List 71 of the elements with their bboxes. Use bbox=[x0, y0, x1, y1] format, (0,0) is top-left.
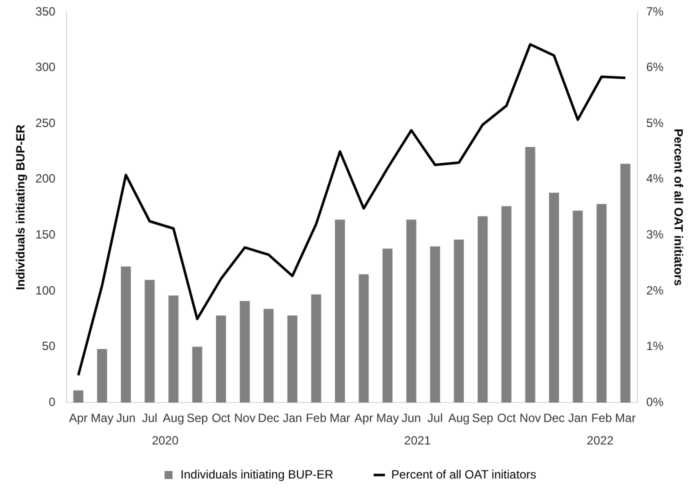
y-tick-label: 50 bbox=[42, 339, 56, 354]
bar bbox=[144, 280, 155, 403]
y-tick-label: 200 bbox=[35, 172, 56, 186]
y2-tick-label: 7% bbox=[646, 4, 664, 18]
y-axis-title: Individuals initiating BUP-ER bbox=[14, 124, 28, 290]
x-tick-label: Nov bbox=[520, 411, 541, 426]
x-tick-label: Feb bbox=[306, 411, 327, 426]
bar bbox=[120, 266, 131, 403]
y-tick-label: 250 bbox=[35, 116, 56, 130]
bar bbox=[454, 240, 464, 403]
bar bbox=[168, 295, 178, 403]
bar bbox=[596, 204, 607, 403]
bar bbox=[406, 220, 416, 403]
y2-tick-label: 6% bbox=[646, 60, 664, 74]
x-tick-label: Nov bbox=[234, 411, 256, 426]
bar bbox=[334, 220, 345, 403]
x-tick-label: Mar bbox=[615, 411, 636, 426]
y2-tick-label: 3% bbox=[646, 228, 664, 242]
x-tick-label: Dec bbox=[543, 411, 565, 426]
bar bbox=[549, 192, 560, 403]
bar bbox=[478, 216, 488, 403]
y2-tick-label: 2% bbox=[646, 283, 664, 298]
x-tick-label: Aug bbox=[448, 411, 470, 426]
bar bbox=[525, 147, 536, 403]
y2-tick-label: 4% bbox=[646, 172, 664, 186]
y-tick-label: 350 bbox=[35, 4, 56, 18]
bar bbox=[358, 274, 369, 403]
bar bbox=[192, 346, 202, 403]
bar bbox=[430, 246, 440, 403]
bar bbox=[311, 294, 322, 403]
text: 2020 bbox=[152, 433, 179, 448]
x-tick-label: May bbox=[90, 411, 114, 426]
x-tick-label: Apr bbox=[68, 411, 88, 426]
y-tick-label: 100 bbox=[35, 283, 56, 298]
bar bbox=[97, 349, 108, 403]
x-tick-label: Jan bbox=[568, 411, 588, 426]
bar bbox=[216, 316, 226, 403]
x-tick-label: Jun bbox=[116, 411, 136, 426]
legend-label: Individuals initiating BUP-ER bbox=[180, 467, 334, 482]
y-tick-label: 300 bbox=[35, 60, 56, 74]
bar bbox=[240, 301, 250, 403]
y-tick-label: 0 bbox=[48, 394, 56, 409]
y2-tick-label: 1% bbox=[646, 339, 664, 354]
x-tick-label: Feb bbox=[591, 411, 612, 426]
legend-label: Percent of all OAT initiators bbox=[391, 467, 536, 482]
text: 2022 bbox=[586, 433, 614, 448]
x-tick-label: Sep bbox=[472, 411, 494, 426]
x-tick-label: Oct bbox=[212, 411, 232, 426]
x-tick-label: Dec bbox=[258, 411, 280, 426]
y2-tick-label: 0% bbox=[646, 394, 664, 409]
text: 2021 bbox=[404, 433, 432, 448]
x-tick-label: Jun bbox=[402, 411, 421, 426]
x-tick-label: Apr bbox=[354, 411, 374, 426]
bar bbox=[287, 316, 298, 403]
y2-tick-label: 5% bbox=[646, 116, 664, 130]
x-tick-label: Jul bbox=[142, 411, 158, 426]
bar bbox=[620, 164, 630, 403]
bar bbox=[264, 308, 274, 403]
bar bbox=[572, 210, 583, 403]
x-tick-label: Sep bbox=[186, 411, 208, 426]
x-tick-label: Jul bbox=[427, 411, 443, 426]
bar bbox=[501, 206, 512, 403]
bar bbox=[382, 248, 393, 403]
y2-axis-title: Percent of all OAT initiators bbox=[671, 128, 686, 286]
y-tick-label: 150 bbox=[35, 228, 56, 242]
bar bbox=[73, 390, 84, 403]
x-tick-label: Jan bbox=[282, 411, 302, 426]
x-tick-label: Mar bbox=[330, 411, 350, 426]
x-tick-label: May bbox=[376, 411, 399, 426]
x-tick-label: Oct bbox=[497, 411, 516, 426]
x-tick-label: Aug bbox=[162, 411, 184, 426]
